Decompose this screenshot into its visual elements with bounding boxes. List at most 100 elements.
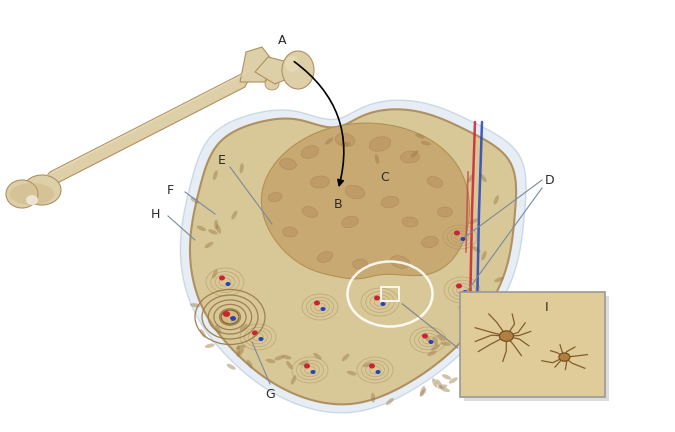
Ellipse shape — [369, 363, 375, 368]
Bar — [381, 287, 399, 301]
Ellipse shape — [282, 51, 314, 89]
Ellipse shape — [422, 334, 428, 339]
Ellipse shape — [468, 219, 478, 224]
Ellipse shape — [341, 142, 350, 146]
Ellipse shape — [285, 56, 299, 72]
Ellipse shape — [462, 290, 468, 294]
Ellipse shape — [299, 360, 308, 365]
Ellipse shape — [481, 251, 487, 260]
Ellipse shape — [23, 175, 61, 205]
Ellipse shape — [437, 207, 452, 217]
Ellipse shape — [313, 353, 322, 359]
Ellipse shape — [421, 141, 431, 146]
Ellipse shape — [496, 323, 504, 330]
Ellipse shape — [427, 351, 437, 356]
Ellipse shape — [301, 146, 319, 159]
Text: B: B — [333, 197, 342, 210]
Ellipse shape — [381, 302, 385, 306]
Ellipse shape — [441, 342, 451, 346]
Ellipse shape — [559, 353, 570, 361]
Ellipse shape — [420, 388, 427, 397]
Ellipse shape — [400, 151, 419, 163]
Ellipse shape — [342, 216, 358, 228]
Ellipse shape — [205, 242, 213, 248]
Ellipse shape — [314, 301, 320, 305]
Ellipse shape — [246, 359, 252, 368]
Text: E: E — [218, 153, 226, 166]
Text: C: C — [381, 171, 389, 184]
Ellipse shape — [375, 154, 379, 164]
Ellipse shape — [335, 133, 355, 146]
Ellipse shape — [208, 229, 217, 235]
Ellipse shape — [190, 197, 199, 203]
Ellipse shape — [458, 306, 466, 314]
Ellipse shape — [493, 195, 499, 205]
Ellipse shape — [266, 359, 275, 363]
Polygon shape — [190, 109, 516, 404]
Ellipse shape — [240, 163, 244, 173]
Ellipse shape — [487, 345, 496, 350]
Ellipse shape — [237, 349, 244, 357]
Polygon shape — [30, 67, 255, 197]
Ellipse shape — [374, 295, 380, 301]
Ellipse shape — [429, 340, 433, 344]
Ellipse shape — [460, 237, 466, 241]
Ellipse shape — [375, 370, 381, 374]
Ellipse shape — [442, 374, 452, 380]
Text: D: D — [545, 174, 555, 187]
Ellipse shape — [436, 379, 442, 388]
Ellipse shape — [212, 269, 217, 279]
Polygon shape — [255, 57, 292, 84]
Ellipse shape — [422, 236, 439, 248]
Ellipse shape — [480, 174, 487, 182]
Ellipse shape — [342, 353, 350, 361]
Ellipse shape — [317, 251, 333, 262]
Ellipse shape — [402, 217, 418, 227]
Ellipse shape — [275, 356, 284, 360]
Ellipse shape — [219, 276, 225, 280]
Text: G: G — [265, 388, 275, 400]
Ellipse shape — [347, 371, 356, 375]
Ellipse shape — [215, 325, 221, 334]
Ellipse shape — [6, 180, 38, 208]
Ellipse shape — [454, 231, 460, 235]
Text: F: F — [167, 184, 173, 197]
Ellipse shape — [386, 398, 394, 405]
Ellipse shape — [456, 283, 462, 289]
Polygon shape — [240, 47, 272, 82]
Ellipse shape — [9, 183, 55, 205]
Ellipse shape — [310, 370, 315, 374]
Ellipse shape — [304, 363, 310, 368]
Ellipse shape — [310, 176, 329, 188]
Polygon shape — [261, 123, 470, 279]
Ellipse shape — [381, 197, 399, 208]
Ellipse shape — [500, 331, 514, 341]
Ellipse shape — [369, 137, 391, 151]
Ellipse shape — [223, 311, 230, 317]
Ellipse shape — [291, 375, 296, 384]
Ellipse shape — [390, 256, 410, 268]
Ellipse shape — [232, 210, 238, 219]
Ellipse shape — [467, 362, 475, 369]
Ellipse shape — [325, 137, 333, 145]
Ellipse shape — [424, 335, 432, 343]
Ellipse shape — [427, 177, 443, 187]
Ellipse shape — [252, 330, 258, 336]
Ellipse shape — [440, 387, 450, 392]
Ellipse shape — [236, 346, 240, 356]
Ellipse shape — [433, 336, 437, 346]
Ellipse shape — [437, 335, 446, 341]
Text: A: A — [277, 34, 286, 47]
Ellipse shape — [281, 355, 292, 359]
Ellipse shape — [494, 277, 504, 283]
Ellipse shape — [437, 384, 448, 389]
Ellipse shape — [420, 386, 425, 395]
Ellipse shape — [449, 378, 458, 384]
Ellipse shape — [236, 345, 246, 349]
Ellipse shape — [265, 78, 279, 90]
Ellipse shape — [321, 307, 325, 311]
Ellipse shape — [302, 206, 318, 217]
Ellipse shape — [196, 226, 206, 231]
Ellipse shape — [460, 337, 466, 346]
Ellipse shape — [410, 150, 418, 158]
